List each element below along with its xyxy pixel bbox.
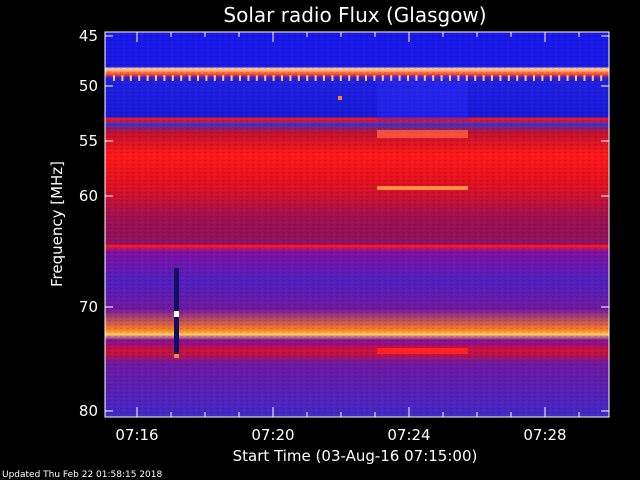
burst-band-upper (377, 130, 468, 138)
marker-dash (423, 75, 426, 81)
marker-dash (381, 75, 384, 81)
marker-dash (348, 75, 351, 81)
x-axis-label: Start Time (03-Aug-16 07:15:00) (233, 447, 478, 465)
interference-spot (174, 311, 179, 317)
marker-dash (331, 75, 334, 81)
marker-dash (533, 75, 535, 81)
updated-timestamp: Updated Thu Feb 22 01:58:15 2018 (2, 470, 163, 480)
isolated-dot (338, 96, 342, 100)
marker-dash (306, 75, 309, 81)
marker-dash (205, 75, 208, 81)
marker-dash (314, 75, 317, 81)
marker-dash (491, 75, 493, 81)
noise-texture (105, 32, 609, 417)
marker-dash (197, 75, 199, 81)
marker-dash (155, 75, 157, 81)
marker-dash (180, 75, 183, 81)
marker-dash (507, 75, 510, 81)
marker-dash (264, 75, 267, 81)
marker-dash (516, 75, 519, 81)
y-tick-label: 70 (79, 298, 98, 316)
marker-dash (365, 75, 367, 81)
marker-dash (499, 75, 502, 81)
marker-dash (432, 75, 435, 81)
marker-dash (373, 75, 376, 81)
y-axis: 45 50 55 60 70 80 (79, 27, 609, 420)
marker-dash (213, 75, 216, 81)
marker-dash (289, 75, 292, 81)
marker-dash (407, 75, 409, 81)
marker-dash (163, 75, 166, 81)
marker-dash (600, 75, 603, 81)
marker-dash (255, 75, 258, 81)
y-tick-label: 50 (79, 77, 98, 95)
burst-region (377, 75, 468, 120)
marker-dash (398, 75, 401, 81)
marker-dash (440, 75, 443, 81)
y-tick-label: 45 (79, 27, 98, 45)
marker-dash (339, 75, 342, 81)
x-tick-label: 07:28 (523, 426, 566, 444)
marker-row (113, 75, 603, 81)
marker-dash (297, 75, 300, 81)
plot-area (104, 31, 610, 418)
marker-dash (222, 75, 225, 81)
burst-band-bottom (377, 348, 468, 354)
x-tick-label: 07:16 (115, 426, 158, 444)
marker-dash (465, 75, 468, 81)
marker-dash (575, 75, 577, 81)
marker-dash (449, 75, 451, 81)
marker-dash (566, 75, 569, 81)
marker-dash (129, 75, 132, 81)
interference-tip (174, 354, 179, 358)
y-tick-label: 80 (79, 402, 98, 420)
x-tick-label: 07:20 (251, 426, 294, 444)
x-axis: 07:16 07:20 07:24 07:28 (115, 32, 580, 444)
chart-title: Solar radio Flux (Glasgow) (223, 3, 486, 27)
marker-dash (415, 75, 418, 81)
marker-dash (356, 75, 359, 81)
marker-dash (138, 75, 141, 81)
marker-dash (474, 75, 477, 81)
y-tick-label: 55 (79, 132, 98, 150)
marker-dash (549, 75, 552, 81)
marker-dash (591, 75, 594, 81)
marker-dash (457, 75, 460, 81)
plot-border (104, 31, 610, 418)
y-tick-label: 60 (79, 187, 98, 205)
marker-dash (323, 75, 325, 81)
burst-band-lower (377, 186, 468, 190)
marker-dash (541, 75, 544, 81)
marker-dash (113, 75, 115, 81)
marker-dash (230, 75, 233, 81)
marker-dash (482, 75, 485, 81)
marker-dash (247, 75, 250, 81)
marker-dash (524, 75, 527, 81)
marker-dash (390, 75, 393, 81)
marker-dash (583, 75, 586, 81)
x-tick-label: 07:24 (387, 426, 430, 444)
marker-dash (558, 75, 561, 81)
marker-dash (146, 75, 149, 81)
y-axis-label: Frequency [MHz] (48, 161, 66, 287)
marker-dash (272, 75, 275, 81)
marker-dash (171, 75, 174, 81)
marker-dash (121, 75, 124, 81)
marker-dash (281, 75, 283, 81)
marker-dash (239, 75, 241, 81)
marker-dash (188, 75, 191, 81)
